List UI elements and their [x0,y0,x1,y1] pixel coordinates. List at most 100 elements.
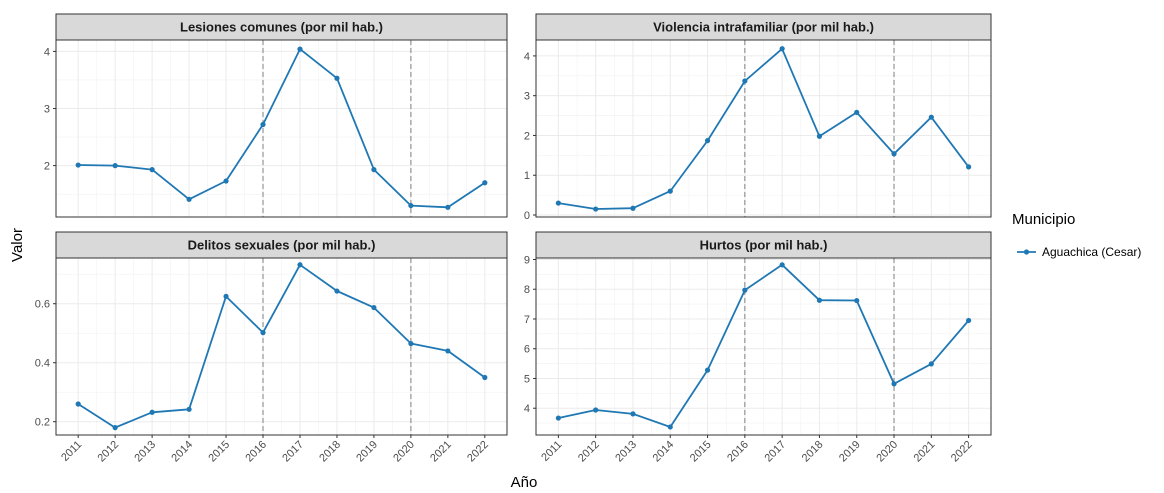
y-tick-label: 3 [524,91,530,103]
x-tick-label: 2011 [539,439,564,464]
x-tick-label: 2013 [132,439,158,465]
data-point [928,361,934,367]
data-point [297,46,303,52]
data-point [966,164,972,170]
panel-title: Delitos sexuales (por mil hab.) [188,238,376,253]
data-point [75,401,81,407]
y-axis-title: Valor [9,228,26,262]
panel-title: Violencia intrafamiliar (por mil hab.) [653,20,874,35]
x-tick-label: 2017 [762,439,788,465]
data-point [630,411,636,417]
data-point [334,288,340,294]
data-point [445,204,451,210]
data-point [928,114,934,120]
y-tick-label: 7 [524,314,530,326]
y-tick-label: 9 [524,254,530,266]
panel-strip [55,13,508,41]
data-point [742,78,748,84]
series-line [77,263,486,429]
x-tick-label: 2012 [576,439,602,465]
data-point [593,206,599,212]
data-point [593,407,599,413]
data-point [223,178,229,184]
data-point [854,109,860,115]
data-point [891,151,897,157]
data-point [667,188,673,194]
data-point [371,304,377,311]
data-point [112,163,118,169]
data-point [966,317,972,324]
x-tick-label: 2015 [688,439,714,465]
series-line [558,263,970,428]
x-tick-label: 2021 [912,439,938,465]
x-tick-label: 2020 [874,439,900,465]
data-point [555,200,561,206]
data-point [112,425,118,431]
y-tick-label: 4 [524,51,530,63]
data-point [779,46,785,52]
x-tick-label: 2019 [354,439,380,465]
data-point [408,340,414,347]
series-line [558,47,970,210]
data-point [704,367,711,373]
x-tick-label: 2015 [206,439,232,465]
x-tick-label: 2014 [651,439,677,465]
legend-key-point [1023,249,1030,255]
panel: Delitos sexuales (por mil hab.) 0.2 0.4 0.6… [35,231,508,465]
legend: Municipio Aguachica (Cesar) [1012,211,1141,259]
panel: Hurtos (por mil hab.) 4 5 6 7 8 9 2011 2012 2013 2… [524,231,992,465]
data-point [704,138,711,144]
y-tick-label: 4 [524,403,530,415]
x-tick-label: 2020 [391,439,417,465]
y-tick-label: 4 [44,46,50,58]
x-tick-label: 2022 [465,439,491,465]
x-tick-label: 2014 [169,439,195,465]
panel-title: Hurtos (por mil hab.) [700,238,828,253]
x-tick-label: 2011 [59,439,84,464]
data-point [260,121,266,128]
data-point [482,180,488,186]
y-tick-label: 0.6 [35,299,50,311]
y-tick-label: 2 [44,161,50,173]
y-tick-label: 1 [524,170,530,182]
y-tick-label: 0.4 [35,358,50,370]
y-tick-label: 8 [524,284,530,296]
data-point [742,287,748,293]
data-point [149,409,155,415]
y-tick-label: 3 [44,104,50,116]
legend-title: Municipio [1012,211,1075,228]
data-point [816,297,823,303]
y-tick-label: 2 [524,130,530,142]
x-tick-label: 2021 [428,439,454,465]
panel: Lesiones comunes (por mil hab.) 2 3 4 [44,13,508,218]
data-point [779,262,785,268]
data-point [297,262,303,268]
x-tick-label: 2018 [317,439,343,465]
data-point [186,196,192,202]
legend-entry-label: Aguachica (Cesar) [1042,245,1141,259]
data-point [186,406,192,412]
x-tick-label: 2012 [95,439,121,465]
panel-strip [535,231,992,259]
data-point [482,374,488,381]
series-line [78,48,486,209]
data-point [854,297,860,304]
data-point [445,348,451,354]
data-point [630,205,636,211]
data-point [334,75,340,81]
panel: Violencia intrafamiliar (por mil hab.) 0 1… [524,13,992,222]
x-tick-label: 2019 [837,439,863,465]
panel-strip [535,13,992,41]
data-point [891,381,897,387]
x-tick-label: 2022 [949,439,975,465]
data-point [816,133,823,139]
x-tick-label: 2018 [800,439,826,465]
x-tick-label: 2016 [243,439,269,465]
panel-border [535,39,992,218]
x-tick-label: 2016 [725,439,751,465]
panel-border [55,257,508,436]
panel-title: Lesiones comunes (por mil hab.) [180,20,383,35]
y-tick-label: 0.2 [35,417,50,429]
data-point [223,293,229,299]
